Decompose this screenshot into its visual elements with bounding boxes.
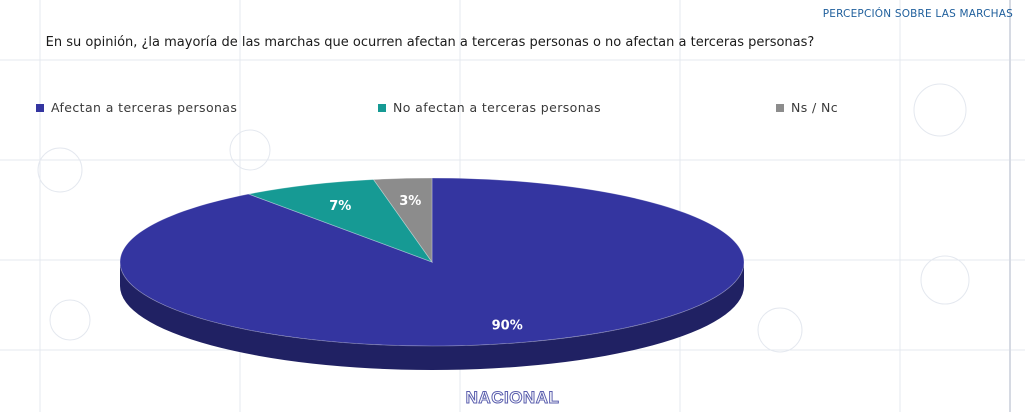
legend-swatch-no-afectan [378,103,386,112]
data-label-no-afectan: 7% [329,199,351,214]
pie-side-afectan [120,262,744,370]
legend-item-afectan: Afectan a terceras personas [36,100,237,115]
data-label-afectan: 90% [492,318,523,333]
pie-slice-ns-nc [372,177,433,264]
legend-swatch-afectan [36,103,44,112]
legend-item-ns-nc: Ns / Nc [776,100,838,115]
data-label-ns-nc: 3% [399,194,421,209]
legend-label-no-afectan: No afectan a terceras personas [393,100,602,115]
chart-title: En su opinión, ¿la mayoría de las marcha… [45,35,815,50]
legend-swatch-ns-nc [776,103,784,112]
legend-item-no-afectan: No afectan a terceras personas [378,100,601,115]
pie-slice-no-afectan [247,179,434,263]
pie-slice-afectan [119,177,745,347]
section-title: PERCEPCIÓN SOBRE LAS MARCHAS [822,8,1013,20]
legend-label-ns-nc: Ns / Nc [791,100,839,115]
legend-label-afectan: Afectan a terceras personas [51,100,238,115]
region-label: NACIONAL [465,388,560,408]
